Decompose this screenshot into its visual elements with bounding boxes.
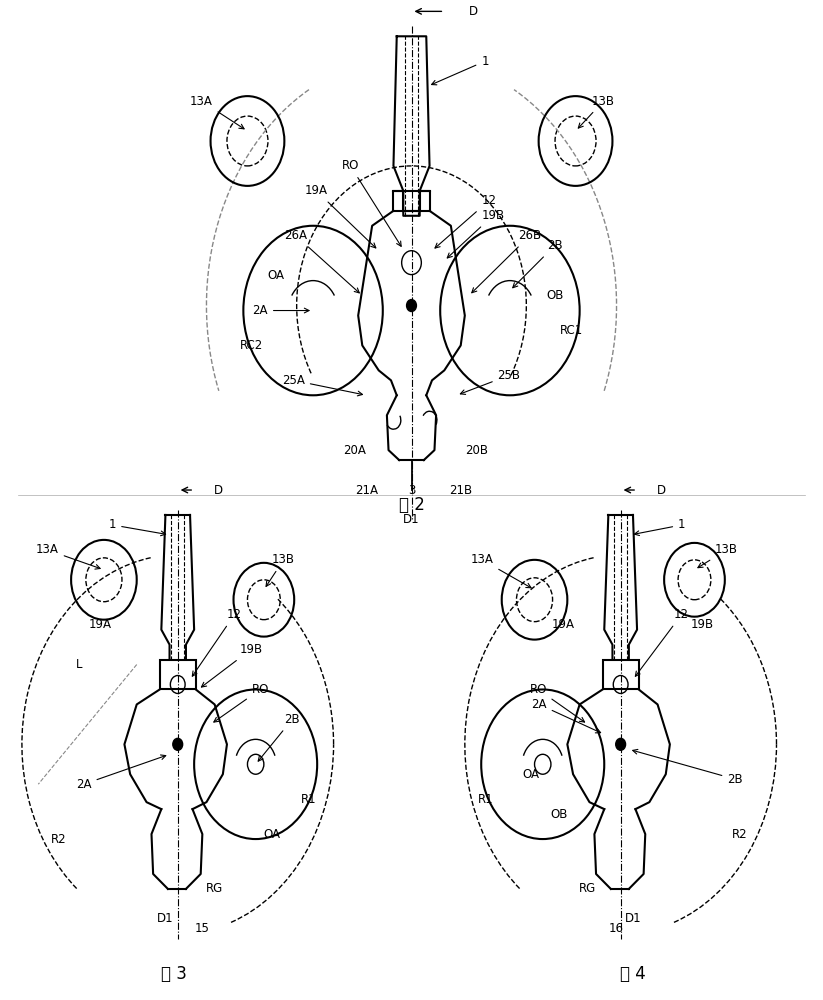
Text: OA: OA bbox=[263, 828, 281, 841]
Text: D1: D1 bbox=[157, 912, 174, 925]
Text: 16: 16 bbox=[609, 922, 624, 935]
Text: 13A: 13A bbox=[36, 543, 100, 569]
Text: 13B: 13B bbox=[266, 553, 295, 586]
Bar bbox=[160, 660, 196, 689]
Text: 12: 12 bbox=[635, 608, 689, 676]
Text: 21A: 21A bbox=[355, 484, 378, 497]
Text: D1: D1 bbox=[625, 912, 641, 925]
Text: 2A: 2A bbox=[532, 698, 601, 733]
Text: R2: R2 bbox=[51, 833, 67, 846]
Text: 19B: 19B bbox=[447, 209, 504, 258]
Text: 19B: 19B bbox=[691, 618, 714, 631]
Circle shape bbox=[616, 738, 625, 750]
Text: L: L bbox=[76, 658, 82, 671]
Text: R1: R1 bbox=[301, 793, 317, 806]
Text: 20B: 20B bbox=[466, 444, 489, 457]
Bar bbox=[602, 660, 639, 689]
Text: OA: OA bbox=[522, 768, 539, 781]
Text: 12: 12 bbox=[435, 194, 496, 248]
Circle shape bbox=[407, 300, 416, 312]
Text: 2A: 2A bbox=[253, 304, 309, 317]
Text: 13A: 13A bbox=[190, 95, 244, 129]
Text: 26A: 26A bbox=[285, 229, 360, 293]
Text: RO: RO bbox=[214, 683, 269, 722]
Text: RG: RG bbox=[206, 882, 223, 895]
Text: D: D bbox=[468, 5, 477, 18]
Text: R2: R2 bbox=[732, 828, 747, 841]
Text: 1: 1 bbox=[431, 55, 489, 85]
Text: 19A: 19A bbox=[551, 618, 574, 631]
Text: D: D bbox=[657, 484, 667, 497]
Text: 2B: 2B bbox=[513, 239, 562, 288]
Text: 25B: 25B bbox=[460, 369, 521, 394]
Text: 图 3: 图 3 bbox=[160, 965, 187, 983]
Text: OB: OB bbox=[546, 289, 564, 302]
Text: R1: R1 bbox=[477, 793, 493, 806]
Text: RG: RG bbox=[579, 882, 597, 895]
Text: OA: OA bbox=[267, 269, 285, 282]
Text: RO: RO bbox=[529, 683, 584, 722]
Text: 20A: 20A bbox=[342, 444, 365, 457]
Text: 13A: 13A bbox=[471, 553, 531, 588]
Text: 2A: 2A bbox=[76, 755, 165, 791]
Text: 12: 12 bbox=[193, 608, 242, 676]
Text: RC1: RC1 bbox=[560, 324, 583, 337]
Text: 1: 1 bbox=[109, 518, 165, 536]
Text: 15: 15 bbox=[195, 922, 210, 935]
Text: 13B: 13B bbox=[698, 543, 738, 568]
Text: 图 2: 图 2 bbox=[398, 496, 425, 514]
Text: 13B: 13B bbox=[579, 95, 615, 128]
Text: 25A: 25A bbox=[282, 374, 362, 396]
Text: 19B: 19B bbox=[202, 643, 263, 687]
Text: 3: 3 bbox=[408, 484, 415, 497]
Text: 19A: 19A bbox=[88, 618, 111, 631]
Text: 26B: 26B bbox=[472, 229, 542, 293]
Text: 2B: 2B bbox=[258, 713, 300, 761]
Text: RC2: RC2 bbox=[240, 339, 263, 352]
Text: 19A: 19A bbox=[305, 184, 376, 248]
Text: 2B: 2B bbox=[633, 749, 743, 786]
Text: D: D bbox=[214, 484, 223, 497]
Text: 1: 1 bbox=[635, 518, 686, 536]
Text: D1: D1 bbox=[403, 513, 420, 526]
Text: 21B: 21B bbox=[449, 484, 472, 497]
Circle shape bbox=[173, 738, 183, 750]
Text: OB: OB bbox=[551, 808, 568, 821]
Text: RO: RO bbox=[342, 159, 401, 246]
Text: 图 4: 图 4 bbox=[620, 965, 646, 983]
